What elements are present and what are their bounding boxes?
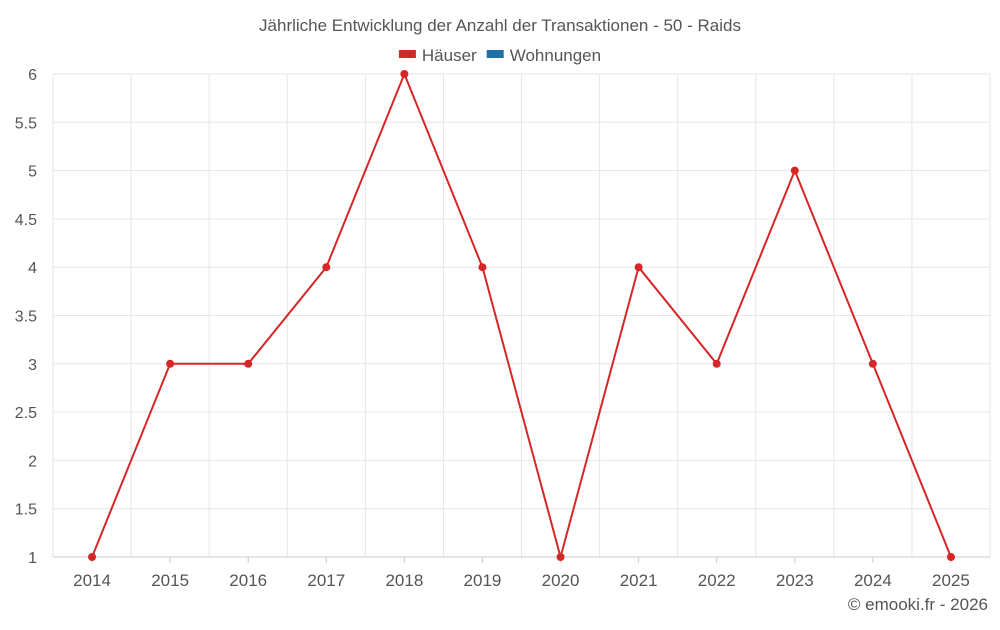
y-tick-label: 2.5 (15, 405, 37, 422)
data-point[interactable] (790, 166, 799, 175)
legend-item[interactable]: Wohnungen (486, 46, 601, 65)
y-tick-label: 3.5 (15, 309, 37, 326)
legend-label: Wohnungen (510, 46, 601, 65)
x-tick-label: 2017 (307, 571, 345, 590)
y-tick-label: 4 (28, 260, 37, 277)
x-tick-label: 2020 (542, 571, 580, 590)
data-point[interactable] (400, 70, 409, 78)
legend-label: Häuser (422, 46, 477, 65)
y-tick-label: 2 (28, 453, 37, 470)
x-tick-label: 2014 (73, 571, 111, 590)
data-point[interactable] (88, 553, 97, 561)
y-tick-label: 5 (28, 164, 37, 181)
y-tick-label: 1.5 (15, 502, 37, 519)
x-tick-label: 2023 (776, 571, 814, 590)
data-point[interactable] (868, 359, 877, 368)
grid (52, 73, 991, 558)
chart-title: Jährliche Entwicklung der Anzahl der Tra… (259, 16, 741, 35)
x-axis: 2014 2015 2016 2017 2018 2019 2020 2021 2022 2023… (73, 557, 970, 590)
y-tick-label: 5.5 (15, 115, 37, 132)
y-tick-label: 3 (28, 357, 37, 374)
credit-text: © emooki.fr - 2026 (848, 595, 988, 614)
data-point[interactable] (478, 263, 487, 272)
x-tick-label: 2016 (229, 571, 267, 590)
data-point[interactable] (244, 359, 253, 368)
y-tick-label: 6 (28, 67, 37, 84)
data-point[interactable] (166, 359, 175, 368)
data-point[interactable] (946, 553, 955, 561)
y-tick-label: 4.5 (15, 212, 37, 229)
data-point[interactable] (556, 553, 565, 561)
x-tick-label: 2022 (698, 571, 736, 590)
x-tick-label: 2015 (151, 571, 189, 590)
x-tick-label: 2018 (385, 571, 423, 590)
series-layer (88, 70, 955, 561)
legend-swatch (398, 50, 416, 58)
x-tick-label: 2025 (932, 571, 970, 590)
x-tick-label: 2024 (854, 571, 892, 590)
legend-swatch (486, 50, 504, 58)
series-line (91, 71, 952, 561)
legend-item[interactable]: Häuser (398, 46, 477, 65)
data-point[interactable] (712, 359, 721, 368)
y-tick-label: 1 (28, 550, 37, 567)
y-axis: 1 1.5 2 2.5 3 3.5 4 4.5 5 5.5 6 (15, 67, 37, 567)
x-tick-label: 2019 (464, 571, 502, 590)
x-tick-label: 2021 (620, 571, 658, 590)
data-point[interactable] (634, 263, 643, 272)
data-point[interactable] (322, 263, 331, 272)
legend: Häuser Wohnungen (398, 46, 601, 65)
